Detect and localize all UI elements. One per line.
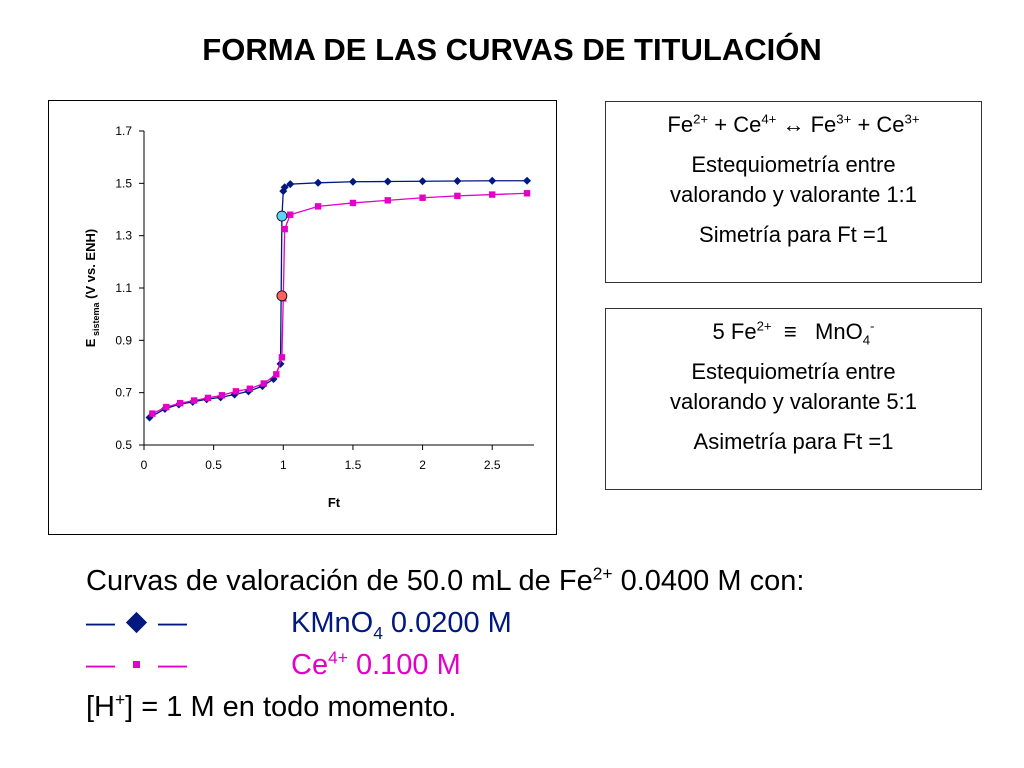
proton-condition: [H+] = 1 M en todo momento. xyxy=(86,689,457,723)
diamond-marker-icon xyxy=(125,611,148,634)
y-tick-label: 1.3 xyxy=(115,229,132,243)
equivalence-sign: ≡ xyxy=(771,319,816,344)
charge: - xyxy=(870,318,875,334)
equivalence-point-ce xyxy=(276,290,288,302)
legend-kmno4: — — KMnO4 0.0200 M xyxy=(86,602,804,644)
data-point-kmno4 xyxy=(314,178,323,187)
data-point-ce xyxy=(232,388,240,395)
data-point-ce xyxy=(218,392,226,399)
y-tick-label: 1.1 xyxy=(115,281,132,295)
data-point-kmno4 xyxy=(280,183,289,192)
data-point-ce xyxy=(454,192,461,200)
data-point-kmno4 xyxy=(418,177,427,186)
y-tick-label: 1.5 xyxy=(115,176,132,190)
x-tick-label: 0 xyxy=(141,458,148,472)
data-point-ce xyxy=(163,403,170,411)
legend-ce-symbol: — — xyxy=(86,649,187,681)
reaction-box-ce: Fe2+ + Ce4+ ↔ Fe3+ + Ce3+ Estequiometría… xyxy=(605,101,982,283)
x-tick-label: 0.5 xyxy=(205,458,222,472)
legend-ce-label: Ce4+ 0.100 M xyxy=(291,647,461,681)
charge: 4+ xyxy=(761,111,777,127)
species-ce: Ce xyxy=(876,112,905,137)
data-point-kmno4 xyxy=(286,180,295,189)
data-point-ce xyxy=(287,211,294,218)
species-mno4: MnO xyxy=(815,319,863,344)
reaction-box-mno4: 5 Fe2+ ≡ MnO4- Estequiometría entre valo… xyxy=(605,308,982,490)
stoichiometry-label: Estequiometría entre xyxy=(691,359,896,384)
charge: 3+ xyxy=(836,111,852,127)
data-point-ce xyxy=(260,380,267,387)
data-point-kmno4 xyxy=(488,176,497,185)
equivalence-point-kmno4 xyxy=(276,210,288,222)
data-point-ce xyxy=(314,203,322,210)
data-point-ce xyxy=(281,225,288,233)
y-axis-label: E sistema (V vs. ENH) xyxy=(83,229,101,347)
charge: 2+ xyxy=(756,318,772,334)
symmetry-note: Simetría para Ft =1 xyxy=(699,222,888,247)
species-fe: Fe xyxy=(667,112,694,137)
data-point-ce xyxy=(149,410,156,417)
plus-sign: + xyxy=(708,112,734,137)
legend-kmno4-symbol: — — xyxy=(86,607,187,639)
stoichiometry-ratio: valorando y valorante 5:1 xyxy=(669,389,918,414)
x-axis-label: Ft xyxy=(328,495,341,510)
y-tick-label: 0.9 xyxy=(115,333,132,347)
data-point-kmno4 xyxy=(383,177,392,186)
species-fe: Fe xyxy=(810,112,837,137)
stoichiometry-ratio: valorando y valorante 1:1 xyxy=(669,182,918,207)
data-point-ce xyxy=(246,385,254,392)
data-point-ce xyxy=(273,371,280,378)
legend-ce: — — Ce4+ 0.100 M xyxy=(86,644,804,686)
plus-sign: + xyxy=(851,112,877,137)
data-point-ce xyxy=(278,354,286,361)
data-point-ce xyxy=(177,399,184,407)
equilibrium-arrow: ↔ xyxy=(776,112,811,137)
caption: Curvas de valoración de 50.0 mL de Fe2+ … xyxy=(86,560,804,728)
caption-line: Curvas de valoración de 50.0 mL de Fe2+ … xyxy=(86,563,805,597)
data-point-ce xyxy=(190,397,198,404)
data-point-ce xyxy=(419,194,426,201)
data-point-kmno4 xyxy=(453,176,462,185)
data-point-ce xyxy=(349,199,357,207)
reaction-equation-ce: Fe2+ + Ce4+ ↔ Fe3+ + Ce3+ xyxy=(606,110,981,140)
x-tick-label: 1.5 xyxy=(345,458,362,472)
x-tick-label: 2 xyxy=(419,458,426,472)
data-point-kmno4 xyxy=(523,176,532,185)
page-title: FORMA DE LAS CURVAS DE TITULACIÓN xyxy=(202,32,822,67)
species-ce: Ce xyxy=(733,112,762,137)
titration-chart: 0.5 0.7 0.9 1.1 1.3 1.5 1.7 0 0.5 1 1.5 2 2.5 Ft E sis… xyxy=(83,124,534,510)
series-line-ce xyxy=(152,192,528,415)
asymmetry-note: Asimetría para Ft =1 xyxy=(693,429,894,454)
y-tick-label: 1.7 xyxy=(115,124,132,138)
legend-kmno4-label: KMnO4 0.0200 M xyxy=(291,607,512,643)
data-point-ce xyxy=(489,191,496,198)
stoichiometry-label: Estequiometría entre xyxy=(691,152,896,177)
y-tick-label: 0.7 xyxy=(115,386,132,400)
species-fe: 5 Fe xyxy=(712,319,757,344)
data-point-ce xyxy=(384,197,391,204)
charge: 2+ xyxy=(693,111,709,127)
x-tick-label: 2.5 xyxy=(484,458,501,472)
data-point-ce xyxy=(204,394,212,402)
subscript: 4 xyxy=(862,332,871,348)
charge: 3+ xyxy=(904,111,920,127)
chart-frame: 0.5 0.7 0.9 1.1 1.3 1.5 1.7 0 0.5 1 1.5 2 2.5 Ft E sis… xyxy=(48,100,557,535)
reaction-equation-mno4: 5 Fe2+ ≡ MnO4- xyxy=(606,317,981,347)
series-line-kmno4 xyxy=(149,180,528,419)
y-tick-label: 0.5 xyxy=(115,438,132,452)
data-point-ce xyxy=(523,190,531,197)
square-marker-icon xyxy=(133,661,140,668)
x-tick-label: 1 xyxy=(280,458,287,472)
data-point-kmno4 xyxy=(348,177,357,186)
